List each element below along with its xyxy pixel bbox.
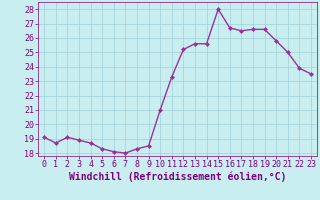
X-axis label: Windchill (Refroidissement éolien,°C): Windchill (Refroidissement éolien,°C) [69,172,286,182]
